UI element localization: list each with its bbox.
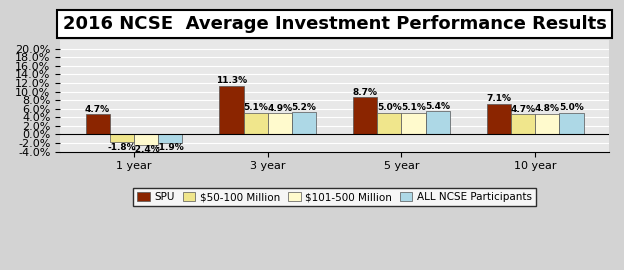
Text: 8.7%: 8.7% xyxy=(353,87,378,96)
Bar xyxy=(426,111,450,134)
Bar xyxy=(535,114,560,134)
Text: 7.1%: 7.1% xyxy=(487,94,512,103)
Legend: SPU, $50-100 Million, $101-500 Million, ALL NCSE Participants: SPU, $50-100 Million, $101-500 Million, … xyxy=(134,188,536,207)
Text: 5.1%: 5.1% xyxy=(401,103,426,112)
Text: 4.7%: 4.7% xyxy=(85,105,110,114)
Text: 5.4%: 5.4% xyxy=(425,102,450,111)
Text: 4.9%: 4.9% xyxy=(267,104,292,113)
Text: -2.4%: -2.4% xyxy=(132,146,160,154)
Text: 5.0%: 5.0% xyxy=(377,103,402,112)
Bar xyxy=(268,113,291,134)
Bar xyxy=(401,113,426,134)
Bar xyxy=(85,114,110,134)
Title: 2016 NCSE  Average Investment Performance Results: 2016 NCSE Average Investment Performance… xyxy=(62,15,607,33)
Bar xyxy=(110,134,134,142)
Bar xyxy=(291,112,316,134)
Bar xyxy=(134,134,158,145)
Bar xyxy=(511,114,535,134)
Text: 5.1%: 5.1% xyxy=(243,103,268,112)
Bar xyxy=(243,113,268,134)
Text: 11.3%: 11.3% xyxy=(216,76,247,85)
Bar xyxy=(158,134,182,143)
Text: 5.0%: 5.0% xyxy=(559,103,584,112)
Text: 5.2%: 5.2% xyxy=(291,103,316,112)
Text: -1.8%: -1.8% xyxy=(107,143,136,152)
Bar xyxy=(560,113,583,134)
Text: 4.7%: 4.7% xyxy=(511,105,536,114)
Bar xyxy=(378,113,401,134)
Bar xyxy=(353,97,378,134)
Text: 4.8%: 4.8% xyxy=(535,104,560,113)
Bar xyxy=(487,104,511,134)
Text: -1.9%: -1.9% xyxy=(155,143,184,152)
Bar xyxy=(220,86,243,134)
